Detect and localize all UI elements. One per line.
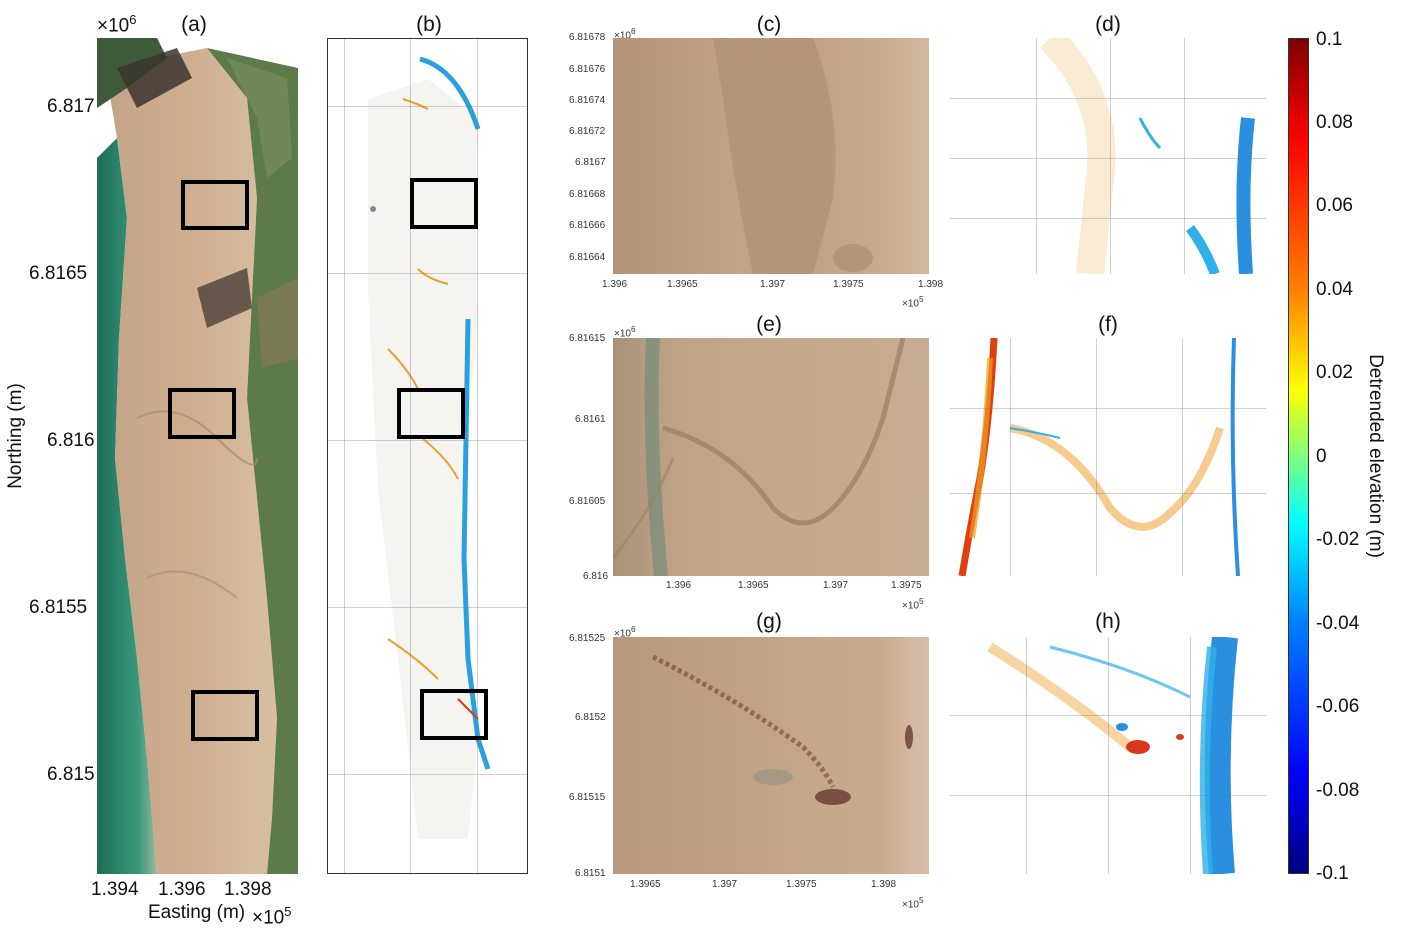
x-tick-e-3: 1.397: [823, 580, 849, 591]
x-tick-a-2: 1.396: [158, 879, 206, 900]
x-tick-c-1: 1.396: [602, 279, 628, 290]
colorbar-tick-7: -0.02: [1316, 529, 1360, 550]
y-exponent-a: ×106: [97, 12, 137, 37]
x-tick-g-3: 1.3975: [786, 879, 817, 890]
detrended-panel-b: [327, 38, 528, 874]
y-tick-a-1: 6.817: [47, 96, 95, 117]
colorbar-tick-3: 0.06: [1316, 195, 1353, 216]
orthophoto-panel-e: [613, 338, 929, 576]
y-tick-c-6: 6.81668: [569, 189, 606, 200]
y-tick-a-4: 6.8155: [29, 597, 88, 618]
x-exponent-e: ×105: [902, 596, 924, 612]
inset-box-b-top: [410, 178, 478, 229]
inset-box-a-top: [181, 180, 249, 230]
inset-box-b-bottom: [420, 689, 488, 740]
colorbar-tick-8: -0.04: [1316, 613, 1360, 634]
y-tick-c-7: 6.81666: [569, 220, 606, 231]
panel-label-f: (f): [1098, 313, 1118, 336]
inset-box-b-middle: [397, 388, 465, 439]
x-tick-c-5: 1.398: [918, 279, 944, 290]
colorbar-tick-1: 0.1: [1316, 29, 1343, 50]
y-tick-c-5: 6.8167: [575, 157, 606, 168]
orthophoto-image: [97, 38, 298, 874]
colorbar-tick-6: 0: [1316, 446, 1327, 467]
y-tick-g-3: 6.81515: [569, 792, 606, 803]
y-axis-label: Northing (m): [4, 383, 26, 489]
x-tick-g-1: 1.3965: [630, 879, 661, 890]
panel-label-a: (a): [181, 13, 207, 36]
x-tick-g-2: 1.397: [712, 879, 738, 890]
inset-box-a-bottom: [191, 690, 259, 741]
x-tick-e-4: 1.3975: [891, 580, 922, 591]
orthophoto-panel-c: [613, 38, 929, 274]
x-tick-a-1: 1.394: [91, 879, 139, 900]
colorbar: [1288, 38, 1309, 874]
colorbar-label: Detrended elevation (m): [1365, 354, 1386, 558]
detrended-map-b: [368, 56, 491, 839]
x-tick-a-3: 1.398: [224, 879, 272, 900]
panel-label-c: (c): [756, 13, 782, 36]
detrended-panel-h: [950, 637, 1266, 874]
panel-label-g: (g): [756, 610, 782, 633]
panel-label-e: (e): [756, 313, 782, 336]
x-exponent-g: ×105: [902, 895, 924, 911]
y-tick-g-4: 6.8151: [575, 868, 606, 879]
x-tick-g-4: 1.398: [871, 879, 897, 890]
colorbar-tick-10: -0.08: [1316, 780, 1360, 801]
y-tick-e-3: 6.81605: [569, 496, 606, 507]
x-exponent-a: ×105: [252, 904, 292, 929]
inset-box-a-middle: [168, 388, 236, 439]
y-exponent-c: ×106: [614, 26, 636, 42]
colorbar-tick-11: -0.1: [1316, 863, 1349, 884]
y-tick-c-8: 6.81664: [569, 252, 606, 263]
y-tick-e-4: 6.816: [583, 571, 609, 582]
colorbar-tick-5: 0.02: [1316, 362, 1353, 383]
colorbar-tick-4: 0.04: [1316, 279, 1353, 300]
panel-label-d: (d): [1095, 13, 1121, 36]
y-exponent-e: ×106: [614, 324, 636, 340]
y-tick-c-3: 6.81674: [569, 95, 606, 106]
x-axis-label: Easting (m): [148, 902, 246, 923]
y-tick-a-2: 6.8165: [29, 263, 88, 284]
x-tick-e-2: 1.3965: [738, 580, 769, 591]
x-exponent-c: ×105: [902, 294, 924, 310]
y-tick-c-1: 6.81678: [569, 32, 606, 43]
x-tick-e-1: 1.396: [666, 580, 692, 591]
colorbar-tick-2: 0.08: [1316, 112, 1353, 133]
orthophoto-panel-a: [97, 38, 298, 874]
y-tick-g-2: 6.8152: [575, 712, 606, 723]
panel-label-b: (b): [416, 13, 442, 36]
y-tick-a-5: 6.815: [47, 764, 95, 785]
y-tick-e-1: 6.81615: [569, 333, 606, 344]
y-tick-e-2: 6.8161: [575, 414, 606, 425]
y-tick-g-1: 6.81525: [569, 633, 606, 644]
y-tick-a-3: 6.816: [47, 430, 95, 451]
detrended-panel-d: [950, 38, 1266, 274]
x-tick-c-3: 1.397: [760, 279, 786, 290]
detrended-panel-f: [950, 338, 1266, 576]
y-exponent-g: ×106: [614, 624, 636, 640]
x-tick-c-2: 1.3965: [667, 279, 698, 290]
y-tick-c-4: 6.81672: [569, 126, 606, 137]
x-tick-c-4: 1.3975: [833, 279, 864, 290]
y-tick-c-2: 6.81676: [569, 64, 606, 75]
orthophoto-panel-g: [613, 637, 929, 874]
panel-label-h: (h): [1095, 610, 1121, 633]
colorbar-tick-9: -0.06: [1316, 696, 1360, 717]
